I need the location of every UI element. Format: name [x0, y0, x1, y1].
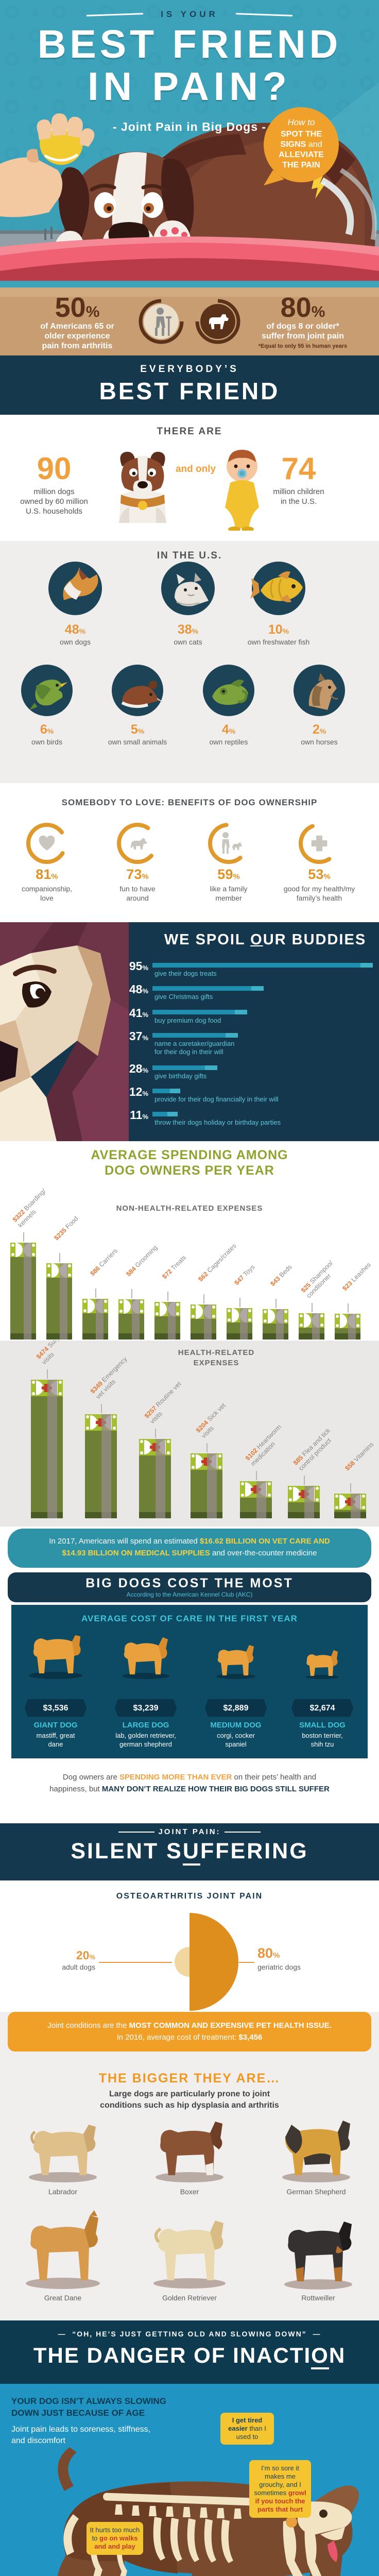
svg-text:$3,239: $3,239	[133, 1704, 159, 1713]
svg-text:THE PAIN: THE PAIN	[282, 161, 320, 170]
svg-text:ALLEVIATE: ALLEVIATE	[279, 150, 324, 159]
svg-text:SPOT THE: SPOT THE	[281, 130, 322, 139]
svg-text:$2,674: $2,674	[310, 1704, 335, 1713]
svg-text:$2,889: $2,889	[223, 1704, 249, 1713]
svg-text:SIGNS and: SIGNS and	[281, 140, 322, 149]
svg-text:How to: How to	[288, 117, 315, 127]
svg-text:$3,536: $3,536	[43, 1704, 68, 1713]
